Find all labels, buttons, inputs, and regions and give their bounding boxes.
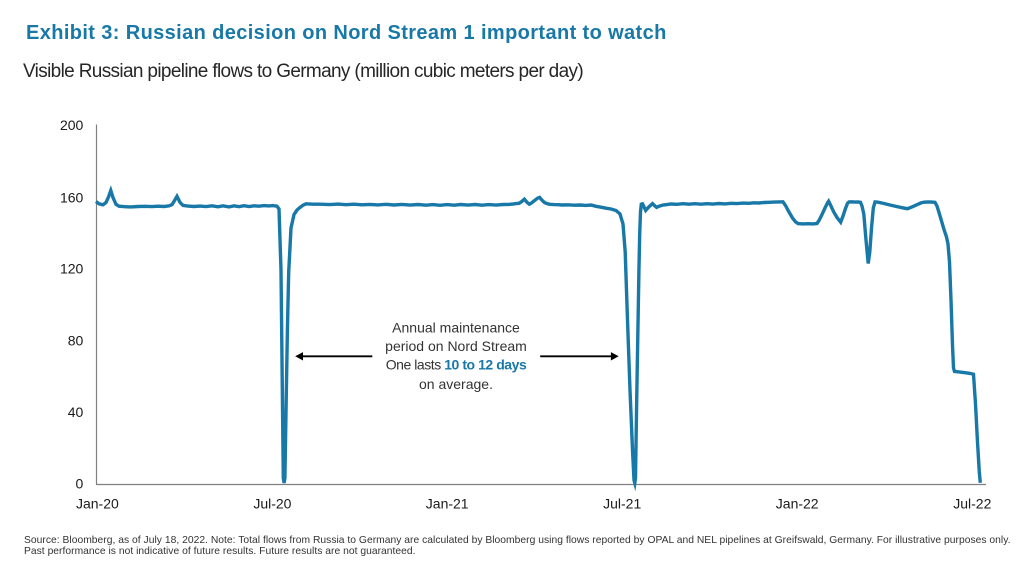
svg-text:Jul-21: Jul-21 [603, 496, 641, 512]
svg-text:on average.: on average. [419, 376, 493, 392]
svg-text:200: 200 [60, 117, 84, 133]
svg-text:Jul-22: Jul-22 [953, 496, 991, 512]
svg-text:Jan-21: Jan-21 [426, 496, 469, 512]
svg-text:Annual maintenance: Annual maintenance [392, 320, 520, 336]
svg-text:40: 40 [68, 404, 84, 420]
svg-text:120: 120 [60, 261, 84, 277]
svg-text:Jul-20: Jul-20 [253, 496, 291, 512]
svg-text:160: 160 [60, 189, 84, 205]
svg-text:0: 0 [76, 475, 84, 491]
svg-text:80: 80 [68, 333, 84, 349]
svg-text:period on Nord Stream: period on Nord Stream [385, 338, 527, 354]
svg-text:Jan-22: Jan-22 [776, 496, 819, 512]
svg-text:One lasts 10 to 12 days: One lasts 10 to 12 days [386, 357, 527, 373]
svg-text:Jan-20: Jan-20 [76, 496, 119, 512]
